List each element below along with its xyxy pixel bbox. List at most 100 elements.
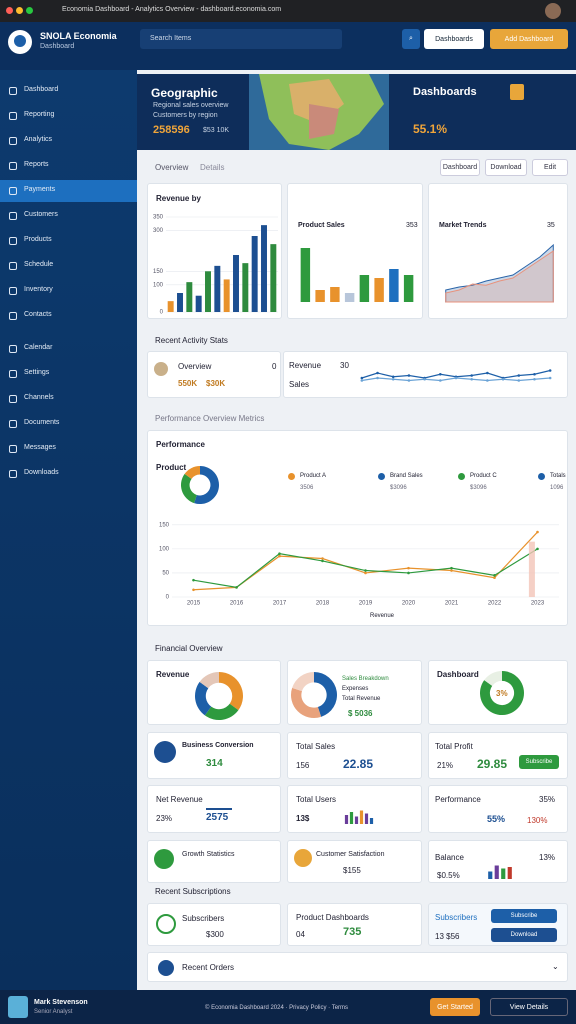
- search[interactable]: Search Items: [140, 29, 342, 49]
- tab[interactable]: Overview: [155, 163, 189, 172]
- point: [517, 379, 521, 382]
- donut-chart: [195, 672, 243, 720]
- bar: [251, 236, 258, 312]
- nav-icon: [9, 212, 17, 220]
- donut-segment: [219, 672, 243, 711]
- button[interactable]: Download: [485, 159, 527, 176]
- area-chart: [445, 243, 554, 303]
- hero-sub-value: $53 10K: [203, 127, 230, 134]
- button[interactable]: View Details: [490, 998, 568, 1016]
- legend-swatch: [288, 473, 295, 480]
- nav-item[interactable]: Schedule: [0, 255, 137, 277]
- bar: [374, 278, 384, 302]
- donut-segment: [484, 671, 502, 686]
- point: [501, 377, 505, 381]
- donut-chart: [480, 671, 524, 715]
- bar: [354, 816, 359, 824]
- point: [486, 379, 489, 382]
- button[interactable]: Subscribe: [491, 909, 557, 923]
- icon-button[interactable]: ⌕: [402, 29, 420, 49]
- bar: [261, 225, 267, 312]
- legend-value: $3096: [470, 485, 487, 491]
- bar: [344, 293, 355, 302]
- card-title: Revenue: [156, 670, 190, 679]
- section-title: Recent Activity Stats: [155, 336, 228, 345]
- y-tick-label: 100: [159, 546, 170, 552]
- button[interactable]: Dashboards: [424, 29, 484, 49]
- nav-label: Analytics: [24, 136, 53, 143]
- x-tick-label: 2021: [445, 601, 459, 607]
- section-title: Performance Overview Metrics: [155, 414, 265, 423]
- point: [364, 571, 367, 575]
- card-small: 35%: [539, 795, 556, 804]
- nav-item[interactable]: Messages: [0, 438, 137, 460]
- point: [439, 379, 442, 382]
- nav-item[interactable]: Settings: [0, 363, 137, 385]
- bar: [344, 815, 349, 824]
- point: [450, 569, 453, 572]
- card: Total Profit 21% 29.85 Subscribe: [428, 732, 568, 779]
- label: 30: [340, 361, 349, 370]
- nav-icon: [9, 395, 17, 403]
- card: Balance 13% $0.5%: [428, 840, 568, 883]
- nav-item[interactable]: Documents: [0, 413, 137, 435]
- nav-item[interactable]: Analytics: [0, 130, 137, 152]
- card-sub: $0.5%: [437, 871, 460, 880]
- legend-label: Product C: [470, 473, 497, 479]
- legend-swatch: [458, 473, 465, 480]
- point: [278, 552, 281, 555]
- point: [533, 377, 536, 381]
- nav-icon: [9, 370, 17, 378]
- nav-item[interactable]: Dashboard: [0, 80, 137, 102]
- card-title: Product Sales: [298, 222, 345, 229]
- donut-segment: [194, 466, 219, 504]
- nav-item[interactable]: Downloads: [0, 463, 137, 485]
- donut-segment: [184, 466, 200, 479]
- legend-swatch: [538, 473, 545, 480]
- x-tick-label: 2019: [359, 601, 373, 607]
- donut-segment: [291, 687, 322, 718]
- card-small: 156: [296, 761, 310, 770]
- nav-item[interactable]: Channels: [0, 388, 137, 410]
- label: Sales: [289, 380, 310, 389]
- nav-item[interactable]: Customers: [0, 205, 137, 227]
- nav-label: Dashboard: [24, 86, 59, 93]
- card: Overview 0 550K $30K: [147, 351, 281, 398]
- card: Market Trends 35: [428, 183, 568, 319]
- card-title: Revenue by: [156, 194, 201, 203]
- hero-line: Regional sales overview: [153, 102, 229, 109]
- bar: [359, 810, 364, 824]
- card-title: Growth Statistics: [182, 851, 235, 858]
- nav-item[interactable]: Inventory: [0, 280, 137, 302]
- nav-item[interactable]: Reports: [0, 155, 137, 177]
- label: Total Revenue: [342, 696, 381, 702]
- tab[interactable]: Details: [200, 163, 225, 172]
- nav-label: Messages: [24, 444, 56, 451]
- label: Expenses: [342, 686, 369, 692]
- y-tick-label: 50: [162, 571, 169, 577]
- card: Customer Satisfaction $155: [287, 840, 422, 883]
- button[interactable]: Get Started: [430, 998, 480, 1016]
- bar: [488, 871, 493, 879]
- nav-item[interactable]: Calendar: [0, 338, 137, 360]
- url[interactable]: Economia Dashboard - Analytics Overview …: [62, 6, 282, 13]
- button[interactable]: Subscribe: [519, 755, 559, 769]
- button[interactable]: Dashboard: [440, 159, 480, 176]
- nav-item[interactable]: Products: [0, 230, 137, 252]
- nav-item[interactable]: Contacts: [0, 305, 137, 327]
- nav-icon: [9, 237, 17, 245]
- point: [321, 557, 324, 560]
- donut-segment: [181, 473, 197, 504]
- nav-item[interactable]: Reporting: [0, 105, 137, 127]
- nav-item[interactable]: Payments: [0, 180, 137, 202]
- nav-label: Customers: [24, 211, 58, 218]
- card-title: Total Users: [296, 795, 337, 804]
- donut-chart: [291, 672, 337, 718]
- nav-label: Settings: [24, 369, 50, 376]
- y-tick-label: 0: [160, 310, 164, 314]
- card[interactable]: Recent Orders ⌄: [147, 952, 568, 982]
- button[interactable]: Download: [491, 928, 557, 942]
- button[interactable]: Add Dashboard: [490, 29, 568, 49]
- legend-value: 1096: [550, 485, 564, 491]
- button[interactable]: Edit: [532, 159, 568, 176]
